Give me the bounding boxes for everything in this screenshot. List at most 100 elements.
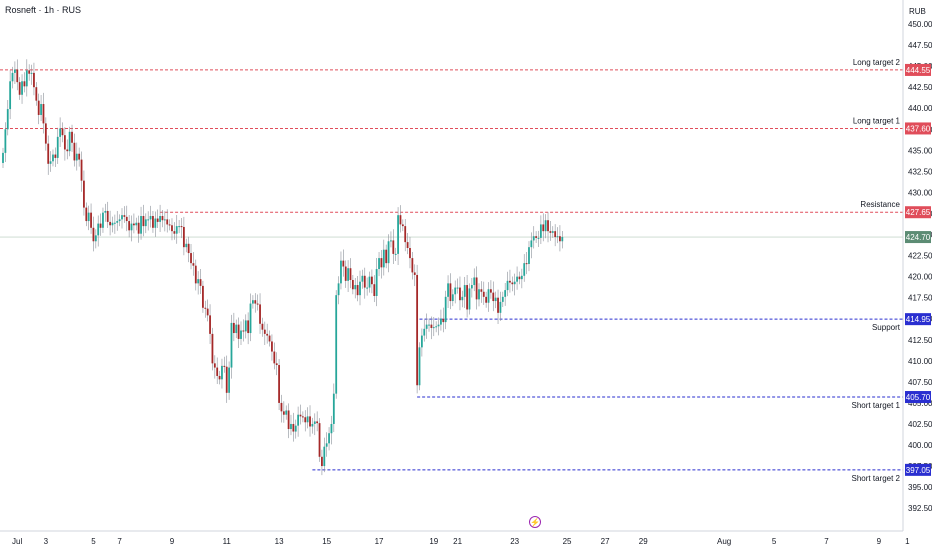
candle-body <box>90 212 92 228</box>
candle-body <box>499 301 502 313</box>
candle-body <box>378 258 380 270</box>
candle-body <box>368 276 371 288</box>
candle-body <box>99 223 102 228</box>
candle-body <box>437 324 440 327</box>
candle-body <box>235 324 238 334</box>
candle-body <box>349 268 352 280</box>
x-tick-label: 23 <box>510 537 519 546</box>
candle-body <box>63 135 66 150</box>
x-tick-label: 13 <box>275 537 284 546</box>
candle-body <box>123 215 126 217</box>
candle-body <box>285 410 288 415</box>
candle-body <box>551 231 554 233</box>
y-tick-label: 392.50 <box>908 504 932 513</box>
x-tick-label: 3 <box>44 537 49 546</box>
candle-body <box>261 323 264 330</box>
candle-body <box>451 294 454 302</box>
candle-body <box>44 123 47 144</box>
candle-body <box>40 104 42 115</box>
candle-body <box>282 411 285 415</box>
candle-body <box>11 72 14 82</box>
candle-body <box>56 136 59 158</box>
candle-body <box>223 365 226 367</box>
y-tick-label: 432.50 <box>908 167 932 176</box>
candle-body <box>325 443 328 447</box>
candle-body <box>432 327 435 329</box>
level-price-label: 437.60 <box>906 124 931 133</box>
candle-body <box>354 285 357 290</box>
candle-body <box>140 216 142 234</box>
candle-body <box>556 236 559 238</box>
candle-body <box>133 223 135 226</box>
candle-body <box>25 70 28 87</box>
candle-body <box>125 216 128 222</box>
candle-body <box>128 221 131 231</box>
x-tick-label: 27 <box>601 537 610 546</box>
currency-label[interactable]: RUB <box>909 7 926 16</box>
level-price-badge <box>905 206 931 219</box>
candle-body <box>106 210 109 222</box>
candle-body <box>287 410 290 430</box>
candle-body <box>144 219 147 227</box>
candle-body <box>530 240 533 248</box>
candle-body <box>244 320 247 332</box>
candle-body <box>487 289 490 303</box>
candle-body <box>118 219 121 222</box>
candle-body <box>30 72 33 74</box>
candle-body <box>399 215 402 225</box>
candle-body <box>187 243 190 254</box>
level-price-label: 427.65 <box>906 208 931 217</box>
candle-body <box>23 81 26 87</box>
candle-body <box>392 240 395 254</box>
x-tick-label: 17 <box>375 537 384 546</box>
candle-body <box>444 296 447 323</box>
x-tick-label: 11 <box>223 537 232 546</box>
candle-body <box>142 216 145 227</box>
candle-body <box>511 282 514 285</box>
candle-body <box>240 330 242 339</box>
level-price-label: 397.05 <box>906 466 931 475</box>
candle-body <box>332 393 335 424</box>
candle-body <box>47 143 50 164</box>
candle-body <box>292 423 295 432</box>
candle-body <box>147 219 150 221</box>
candle-body <box>387 241 390 264</box>
candle-body <box>266 333 269 336</box>
candle-body <box>259 304 261 324</box>
candle-body <box>490 289 492 293</box>
candle-body <box>14 69 16 73</box>
candle-body <box>442 318 445 323</box>
candle-body <box>16 69 19 83</box>
level-name-label: Support <box>872 323 901 332</box>
candle-body <box>271 341 273 352</box>
candle-body <box>156 218 159 222</box>
candle-body <box>382 249 385 268</box>
candle-body <box>204 307 207 309</box>
candle-body <box>180 226 183 228</box>
candle-body <box>4 129 7 153</box>
x-tick-label: Jul <box>12 537 22 546</box>
candle-body <box>173 231 176 234</box>
candle-body <box>561 237 564 242</box>
candle-body <box>59 128 62 137</box>
event-lightning-icon[interactable]: ⚡ <box>529 516 541 528</box>
candle-body <box>52 154 54 162</box>
candle-body <box>468 288 471 310</box>
candle-body <box>97 223 100 236</box>
candle-body <box>268 335 271 342</box>
candle-body <box>463 285 466 297</box>
candle-body <box>423 328 426 336</box>
candle-body <box>328 433 330 444</box>
candle-body <box>168 224 171 226</box>
candle-body <box>406 242 409 249</box>
candle-body <box>85 207 88 222</box>
candle-body <box>385 249 388 264</box>
candle-body <box>54 154 57 158</box>
candle-body <box>280 402 283 412</box>
candle-body <box>513 281 516 285</box>
candle-body <box>33 72 35 88</box>
y-tick-label: 402.50 <box>908 420 932 429</box>
level-labels: 424.70 444.55 Long target 2 437.60 Long targ… <box>852 58 931 483</box>
